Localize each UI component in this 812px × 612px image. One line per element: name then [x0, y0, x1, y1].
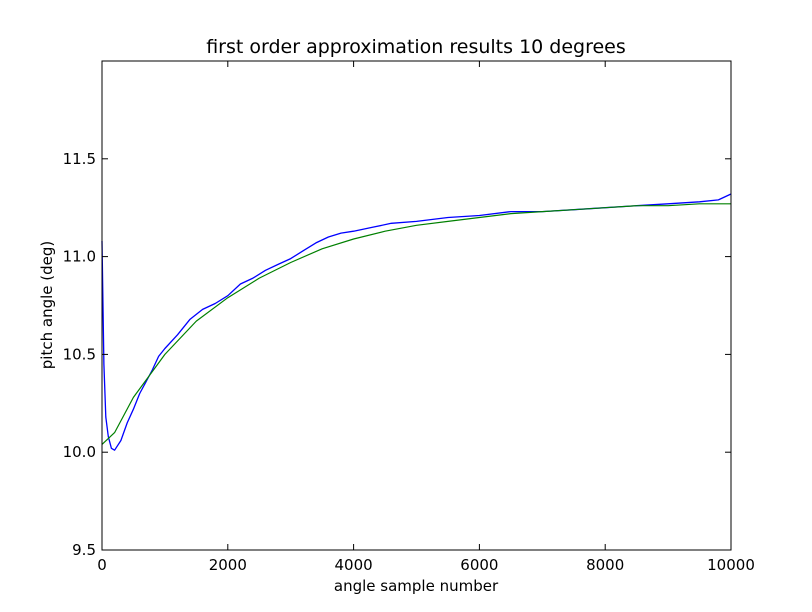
x-tick-label: 4000 — [335, 556, 373, 574]
y-tick-label: 11.5 — [63, 150, 96, 168]
x-tick-label: 10000 — [707, 556, 755, 574]
chart-title: first order approximation results 10 deg… — [206, 36, 626, 58]
y-tick-label: 11.0 — [63, 248, 96, 266]
plot-frame — [101, 60, 732, 551]
x-tick-label: 6000 — [460, 556, 498, 574]
x-tick-label: 8000 — [586, 556, 624, 574]
x-tick-label: 2000 — [209, 556, 247, 574]
plot-area — [101, 193, 732, 451]
x-axis-label: angle sample number — [334, 577, 499, 595]
y-tick-label: 10.5 — [63, 345, 96, 363]
y-axis-label: pitch angle (deg) — [38, 241, 56, 369]
y-tick-label: 10.0 — [63, 443, 96, 461]
series-line-2 — [101, 203, 731, 445]
x-tick-label: 0 — [97, 556, 107, 574]
y-tick-label: 9.5 — [72, 541, 96, 559]
